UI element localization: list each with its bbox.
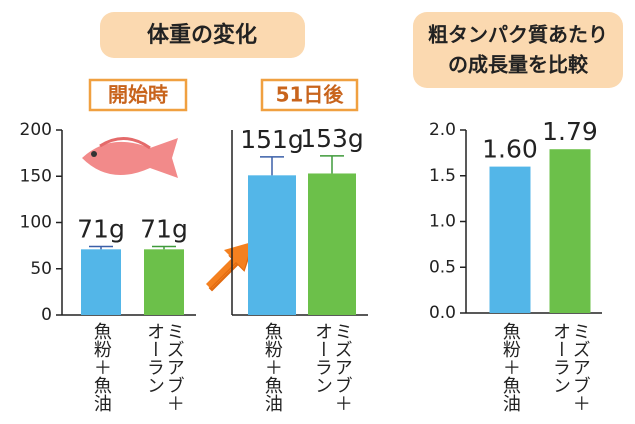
y-tick-label: 50 — [30, 259, 52, 279]
bar — [549, 149, 591, 313]
value-label: 71g — [77, 215, 125, 244]
y-tick-label: 200 — [20, 120, 52, 140]
fish — [82, 137, 178, 178]
subtitle-box — [88, 78, 188, 112]
y-tick-label: 100 — [20, 213, 52, 233]
bar — [248, 175, 296, 315]
value-label: 153g — [300, 124, 364, 153]
subtitle: 開始時 — [108, 83, 168, 107]
x-tick-label: 魚粉＋魚油 — [90, 322, 112, 412]
y-tick-label: 0.0 — [429, 303, 456, 323]
value-label: 1.79 — [542, 117, 598, 146]
arrow — [206, 242, 252, 288]
header: 体重の変化 — [147, 22, 257, 48]
x-tick-label: ミズアブ＋オーラン — [144, 322, 185, 412]
y-tick-label: 1.0 — [429, 212, 456, 232]
bar — [144, 249, 184, 315]
y-tick-label: 1.5 — [429, 166, 456, 186]
header: 粗タンパク質あたり — [428, 23, 608, 47]
header: の成長量を比較 — [448, 53, 589, 77]
x-tick-label: ミズアブ＋オーラン — [312, 322, 353, 412]
bar — [81, 249, 121, 315]
header-pill — [413, 12, 623, 88]
header-pill — [100, 12, 305, 58]
subtitle-box — [260, 78, 359, 112]
x-tick-label: ミズアブ＋オーラン — [550, 322, 591, 412]
x-tick-label: 魚粉＋魚油 — [261, 322, 283, 412]
subtitle: 51日後 — [276, 83, 345, 107]
x-tick-label: 魚粉＋魚油 — [499, 322, 521, 412]
y-tick-label: 0.5 — [429, 257, 456, 277]
y-tick-label: 2.0 — [429, 120, 456, 140]
value-label: 71g — [140, 215, 188, 244]
value-label: 151g — [240, 125, 304, 154]
y-tick-label: 150 — [20, 166, 52, 186]
y-tick-label: 0 — [41, 305, 52, 325]
bar — [489, 166, 531, 313]
bar — [308, 173, 356, 315]
value-label: 1.60 — [482, 135, 538, 164]
